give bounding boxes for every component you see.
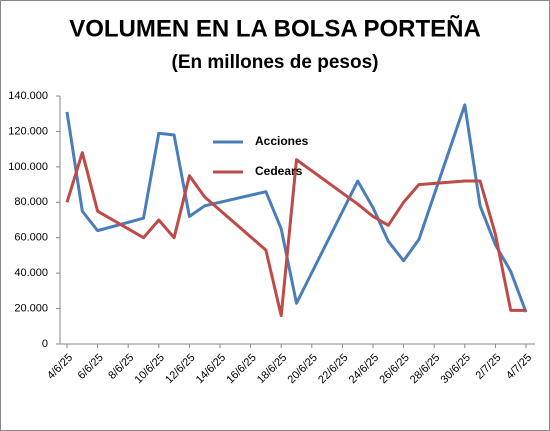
y-tick-label: 20.000 [14,302,48,314]
y-tick-label: 140.000 [8,90,48,102]
y-tick-label: 120.000 [8,125,48,137]
series-line [65,103,528,313]
y-tick-label: 60.000 [14,232,48,244]
chart-title: VOLUMEN EN LA BOLSA PORTEÑA [69,14,481,42]
legend-label: Cedears [255,164,303,178]
y-tick-label: 40.000 [14,267,48,279]
chart-subtitle: (En millones de pesos) [172,52,379,73]
legend-label: Acciones [255,134,309,148]
y-tick-label: 100.000 [8,161,48,173]
y-tick-label: 0 [42,338,48,350]
series-line [65,151,526,318]
y-tick-label: 80.000 [14,196,48,208]
